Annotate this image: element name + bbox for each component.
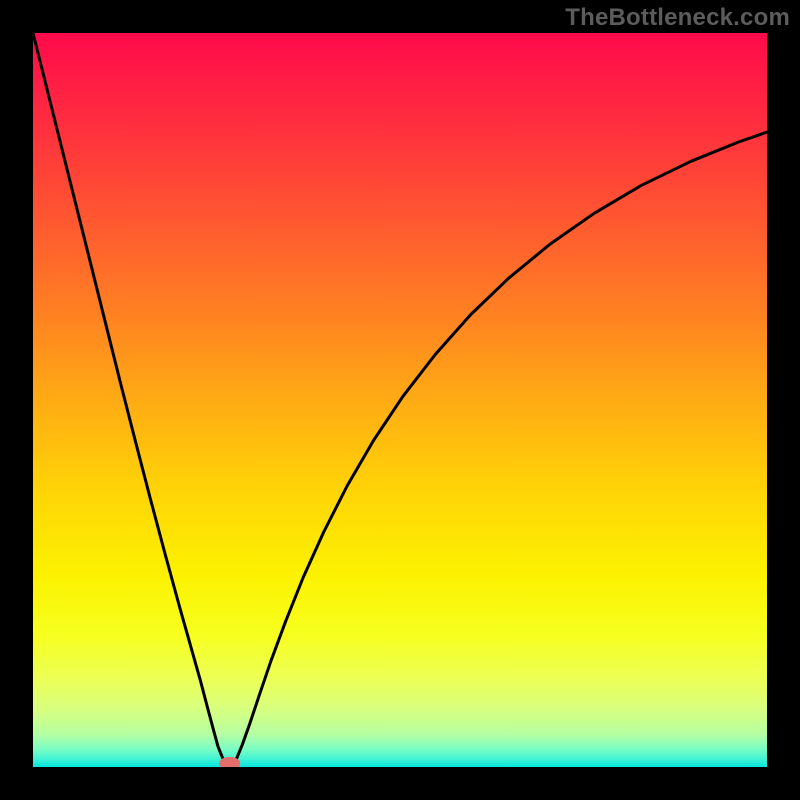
chart-svg: [33, 33, 767, 767]
chart-root: TheBottleneck.com: [0, 0, 800, 800]
plot-area: [33, 33, 767, 767]
watermark-label: TheBottleneck.com: [565, 4, 790, 32]
min-marker: [220, 757, 240, 767]
